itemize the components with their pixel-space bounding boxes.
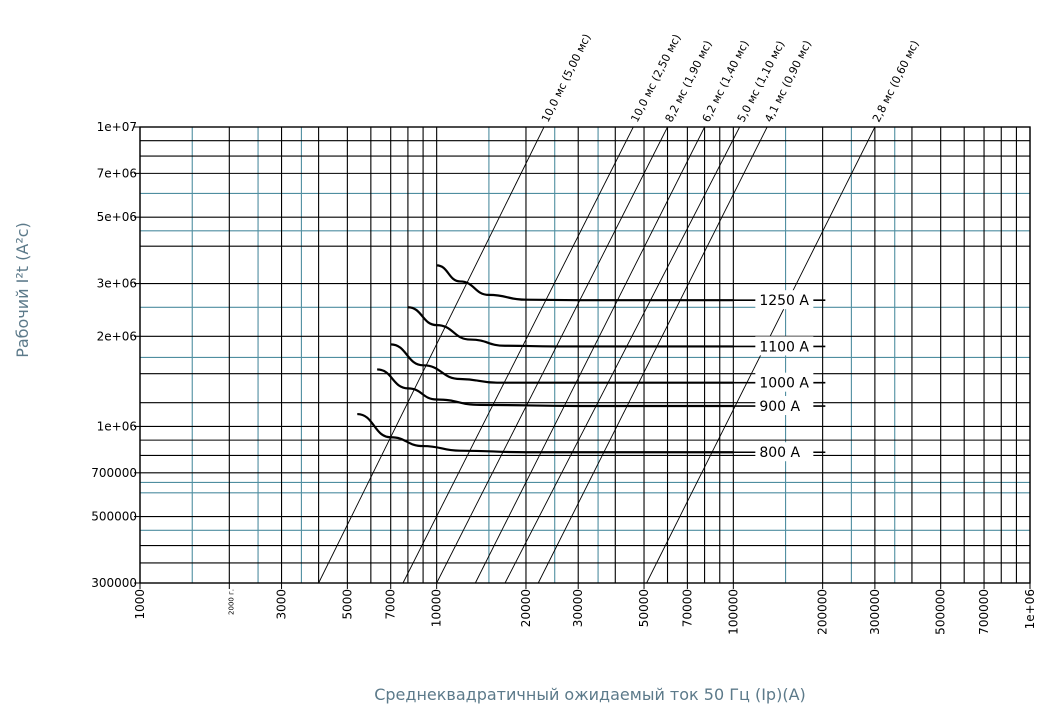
diagonal-labels: 10,0 мс (5,00 мс) 10,0 мс (2,50 мс)8,2 мс…: [539, 32, 922, 125]
series-label-bg: [755, 372, 814, 392]
diagonal-line: [402, 126, 634, 584]
series-curve: [390, 343, 734, 384]
diagonal-line: [504, 126, 741, 584]
x-tick-label: 50000: [637, 589, 651, 627]
diagonal-label: 10,0 мс (5,00 мс): [539, 32, 594, 124]
series-curve: [357, 412, 734, 454]
x-tick-label: 5000: [340, 589, 354, 620]
grid: [139, 126, 1031, 584]
y-tick-label: 700000: [91, 466, 137, 480]
x-tick-label: 1000: [133, 589, 147, 620]
series-curve: [377, 368, 734, 408]
series-label-bg: [755, 336, 814, 356]
y-tick-label: 500000: [91, 510, 137, 524]
x-tick-label: 300000: [868, 589, 882, 635]
series-label: 1100 A: [759, 339, 809, 355]
series-label: 800 A: [759, 445, 800, 461]
plot-frame: [134, 126, 1031, 589]
plot-border: [139, 126, 1031, 584]
series-label: 900 A: [759, 399, 800, 415]
series-label-bg: [755, 396, 814, 416]
series-label: 1250 A: [759, 293, 809, 309]
x-tick-label: 200000: [816, 589, 830, 635]
x-tick-label: 2000 г.: [227, 589, 235, 615]
x-tick-label: 20000: [519, 589, 533, 627]
diagonal-line: [436, 126, 668, 584]
series-label-bg: [755, 442, 814, 462]
x-tick-label: 700000: [977, 589, 991, 635]
series-label: 1000 A: [759, 376, 809, 392]
x-tick-label: 10000: [430, 589, 444, 627]
x-tick-label: 70000: [680, 589, 694, 627]
x-tick-label: 500000: [934, 589, 948, 635]
diagonal-label: 2,8 мс (0,60 мс): [870, 38, 922, 124]
y-tick-label: 3e+06: [97, 277, 137, 291]
y-tick-label: 7e+06: [97, 166, 137, 180]
x-tick-label: 7000: [384, 589, 398, 620]
x-tick-label: 3000: [275, 589, 289, 620]
series-curves: 1250 A 1100 A 1000 A 900 A 800 A: [357, 264, 826, 462]
series-curve: [407, 306, 734, 348]
x-tick-label: 100000: [726, 589, 740, 635]
y-tick-label: 300000: [91, 576, 137, 590]
diagonal-line: [318, 126, 545, 584]
y-tick-label: 1e+06: [97, 419, 137, 433]
y-tick-label: 5e+06: [97, 210, 137, 224]
tick-labels: 1e+07 7e+06 5e+06 3e+06 2e+06 1e+06 700000 5000…: [91, 120, 1037, 635]
x-axis-title: Среднеквадратичный ожидаемый ток 50 Гц (…: [374, 685, 806, 704]
x-tick-label: 30000: [571, 589, 585, 627]
y-axis-title: Рабочий I²t (A²c): [13, 222, 32, 358]
diagonal-line: [537, 126, 768, 584]
y-tick-label: 2e+06: [97, 329, 137, 343]
series-label-bg: [755, 290, 814, 310]
y-tick-label: 1e+07: [97, 120, 137, 134]
series-curve: [436, 264, 734, 302]
diagonal-line: [474, 126, 705, 584]
x-tick-label: 1e+06: [1023, 589, 1037, 629]
